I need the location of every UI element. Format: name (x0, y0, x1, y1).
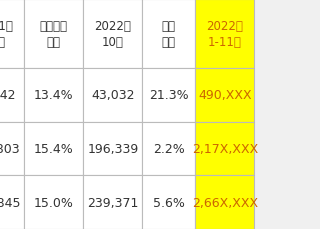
Text: 전월
대비: 전월 대비 (162, 20, 176, 48)
Bar (24, 69, 83, 122)
Bar (142, 122, 195, 176)
Text: 21.3%: 21.3% (149, 89, 188, 102)
Bar (142, 69, 195, 122)
Bar (142, 0, 195, 69)
Text: 13.4%: 13.4% (34, 89, 73, 102)
Bar (0, 69, 24, 122)
Text: 2,66X,XXX: 2,66X,XXX (192, 196, 258, 209)
Text: 43,032: 43,032 (91, 89, 134, 102)
Text: 490,XXX: 490,XXX (198, 89, 252, 102)
Text: 15.4%: 15.4% (34, 142, 74, 155)
Text: 15.0%: 15.0% (34, 196, 74, 209)
Text: 2021년
11월: 2021년 11월 (0, 20, 13, 48)
Bar (83, 122, 142, 176)
Bar (83, 176, 142, 229)
Bar (195, 122, 254, 176)
Text: 5.6%: 5.6% (153, 196, 185, 209)
Bar (24, 176, 83, 229)
Bar (83, 69, 142, 122)
Text: 196,339: 196,339 (87, 142, 139, 155)
Text: 46,042: 46,042 (0, 89, 16, 102)
Bar (83, 0, 142, 69)
Text: 2022년
1-11월: 2022년 1-11월 (206, 20, 243, 48)
Text: 239,371: 239,371 (87, 196, 139, 209)
Text: 173,803: 173,803 (0, 142, 20, 155)
Bar (195, 0, 254, 69)
Text: 전년동월
대비: 전년동월 대비 (40, 20, 68, 48)
Bar (24, 0, 83, 69)
Bar (195, 69, 254, 122)
Text: 2.2%: 2.2% (153, 142, 185, 155)
Bar (142, 176, 195, 229)
Text: 2022년
10월: 2022년 10월 (94, 20, 131, 48)
Bar (0, 122, 24, 176)
Bar (0, 0, 24, 69)
Bar (0, 176, 24, 229)
Bar (24, 122, 83, 176)
Text: 219,845: 219,845 (0, 196, 20, 209)
Bar (195, 176, 254, 229)
Text: 2,17X,XXX: 2,17X,XXX (192, 142, 258, 155)
